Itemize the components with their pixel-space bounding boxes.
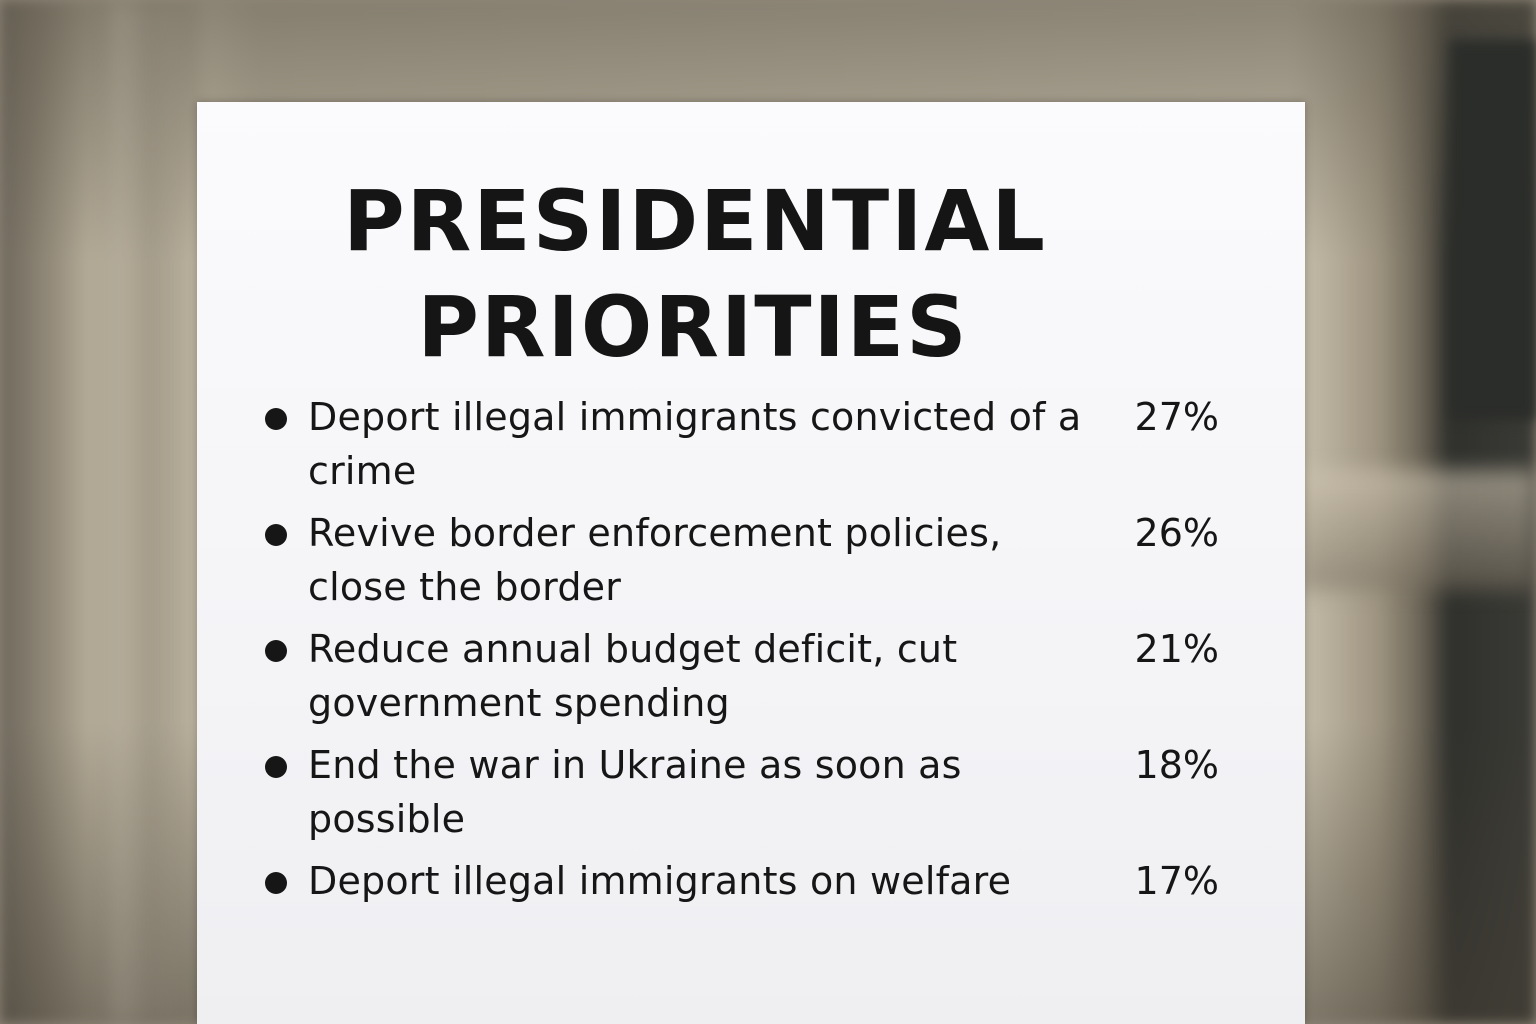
item-label: Deport illegal immigrants on welfare <box>308 859 1012 903</box>
item-label: Revive border enforcement policies, clos… <box>308 511 1002 609</box>
bullet-icon <box>265 872 287 894</box>
item-percentage: 27% <box>1134 395 1219 439</box>
item-percentage: 17% <box>1134 859 1219 903</box>
item-label: Reduce annual budget deficit, cut govern… <box>308 627 958 725</box>
list-item: Deport illegal immigrants convicted of a… <box>257 390 1257 506</box>
background-window <box>1450 40 1536 420</box>
priorities-list: Deport illegal immigrants convicted of a… <box>257 390 1257 970</box>
bullet-icon <box>265 408 287 430</box>
item-percentage: 21% <box>1134 627 1219 671</box>
poster-title: PRESIDENTIAL PRIORITIES <box>197 168 1305 380</box>
title-line-2: PRIORITIES <box>417 278 969 376</box>
item-percentage: 18% <box>1134 743 1219 787</box>
list-item: Reduce annual budget deficit, cut govern… <box>257 622 1257 738</box>
poster-board: PRESIDENTIAL PRIORITIES Deport illegal i… <box>197 102 1305 1024</box>
list-item: End the war in Ukraine as soon as possib… <box>257 738 1257 854</box>
title-line-1: PRESIDENTIAL <box>343 172 1047 270</box>
list-item: Deport illegal immigrants on welfare 17% <box>257 854 1257 970</box>
bullet-icon <box>265 756 287 778</box>
background-column <box>110 0 180 1024</box>
item-label: End the war in Ukraine as soon as possib… <box>308 743 962 841</box>
item-percentage: 26% <box>1134 511 1219 555</box>
bullet-icon <box>265 524 287 546</box>
bullet-icon <box>265 640 287 662</box>
list-item: Revive border enforcement policies, clos… <box>257 506 1257 622</box>
background-balustrade <box>1300 470 1536 590</box>
item-label: Deport illegal immigrants convicted of a… <box>308 395 1082 493</box>
